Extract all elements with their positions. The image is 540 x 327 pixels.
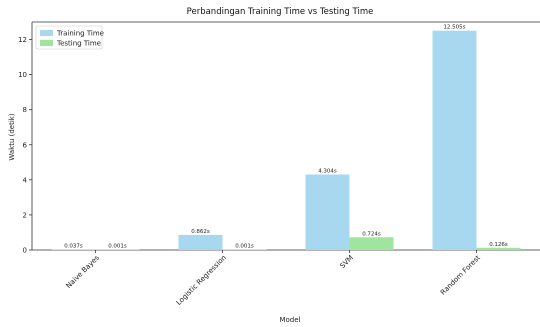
bar-value-label: 12.505s [443, 25, 465, 31]
bar-testing [476, 247, 521, 250]
y-tick-label: 4 [23, 176, 28, 184]
x-axis-title: Model [279, 316, 300, 324]
plot-area: 0 2 4 6 8 10 12 0.037s 0.862s 4.304s 12.505s 0.001s… [18, 21, 540, 307]
x-tick-label: SVM [338, 254, 354, 270]
y-tick-label: 12 [18, 36, 27, 44]
bar-training [432, 30, 477, 251]
bar-testing [222, 249, 267, 250]
legend-swatch [40, 30, 53, 36]
y-tick-label: 0 [23, 247, 27, 255]
bar-value-label: 0.001s [108, 243, 127, 249]
bar-training [51, 249, 96, 250]
y-axis-title: Waktu (detik) [8, 113, 16, 160]
y-tick-label: 10 [18, 71, 27, 79]
bar-value-label: 0.037s [64, 243, 83, 249]
legend-entry-label: Training Time [56, 30, 104, 38]
bar-value-label: 0.126s [489, 242, 508, 248]
y-tick-label: 6 [23, 141, 28, 149]
bar-testing [95, 249, 140, 250]
x-tick-label: Random Forest [439, 254, 482, 297]
legend: Training Time Testing Time [35, 25, 104, 50]
bar-value-label: 0.724s [362, 231, 381, 237]
bar-value-label: 0.001s [235, 243, 254, 249]
bar-training [178, 234, 223, 250]
legend-entry-label: Testing Time [56, 40, 101, 48]
bar-testing [349, 237, 394, 250]
chart-title: Perbandingan Training Time vs Testing Ti… [187, 7, 374, 17]
legend-swatch [40, 40, 53, 46]
bar-value-label: 0.862s [191, 229, 210, 235]
x-tick-label: Logistic Regression [175, 254, 228, 307]
y-tick-label: 2 [23, 211, 27, 219]
bar-value-label: 4.304s [318, 169, 337, 175]
bar-training [305, 174, 350, 250]
y-tick-label: 8 [23, 106, 27, 114]
x-tick-label: Naive Bayes [65, 254, 102, 291]
